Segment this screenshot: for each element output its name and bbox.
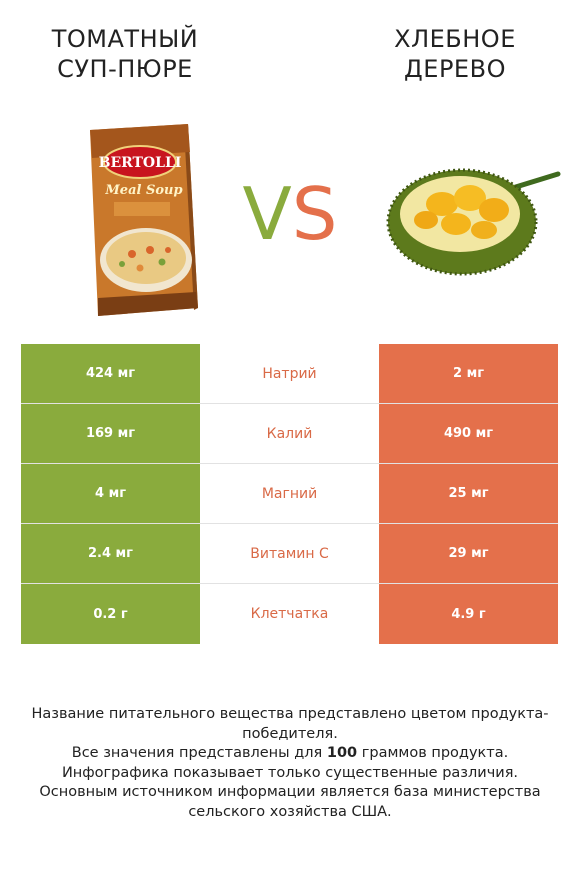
left-value: 0.2 г: [21, 584, 200, 644]
right-value: 490 мг: [379, 404, 558, 463]
comparison-table: 424 мг Натрий 2 мг 169 мг Калий 490 мг 4 мг Маг…: [21, 344, 558, 644]
vs-s: S: [291, 172, 338, 256]
right-value: 29 мг: [379, 524, 558, 583]
brand-label: BERTOLLI: [99, 155, 182, 171]
right-value: 4.9 г: [379, 584, 558, 644]
table-row: 0.2 г Клетчатка 4.9 г: [21, 584, 558, 644]
nutrient-name: Витамин C: [250, 545, 329, 562]
left-value: 4 мг: [21, 464, 200, 523]
table-row: 2.4 мг Витамин C 29 мг: [21, 524, 558, 584]
soup-label: Meal Soup: [104, 183, 182, 198]
table-row: 169 мг Калий 490 мг: [21, 404, 558, 464]
table-row: 424 мг Натрий 2 мг: [21, 344, 558, 404]
left-value: 169 мг: [21, 404, 200, 463]
nutrient-name: Калий: [266, 425, 313, 442]
nutrient-name: Натрий: [262, 365, 317, 382]
left-value: 424 мг: [21, 344, 200, 403]
footer-line-1: Название питательного вещества представл…: [31, 706, 549, 742]
right-product-title: ХЛЕБНОЕ ДЕРЕВО: [394, 25, 516, 83]
vs-label: VS: [222, 164, 358, 264]
footer-notes: Название питательного вещества представл…: [20, 705, 560, 822]
right-value: 2 мг: [379, 344, 558, 403]
soup-box-image: BERTOLLI Meal Soup: [90, 124, 198, 316]
left-value: 2.4 мг: [21, 524, 200, 583]
table-row: 4 мг Магний 25 мг: [21, 464, 558, 524]
nutrient-name: Клетчатка: [250, 606, 329, 622]
jackfruit-image: [386, 168, 561, 276]
left-product-title: ТОМАТНЫЙ СУП-ПЮРЕ: [51, 25, 199, 83]
footer-line-3: Инфографика показывает только существенн…: [61, 764, 519, 781]
footer-line-2: Все значения представлены для 100 граммо…: [71, 745, 509, 761]
vs-v: V: [242, 172, 292, 256]
nutrient-name: Магний: [261, 485, 318, 502]
footer-line-4: Основным источником информации является …: [39, 784, 541, 820]
right-value: 25 мг: [379, 464, 558, 523]
